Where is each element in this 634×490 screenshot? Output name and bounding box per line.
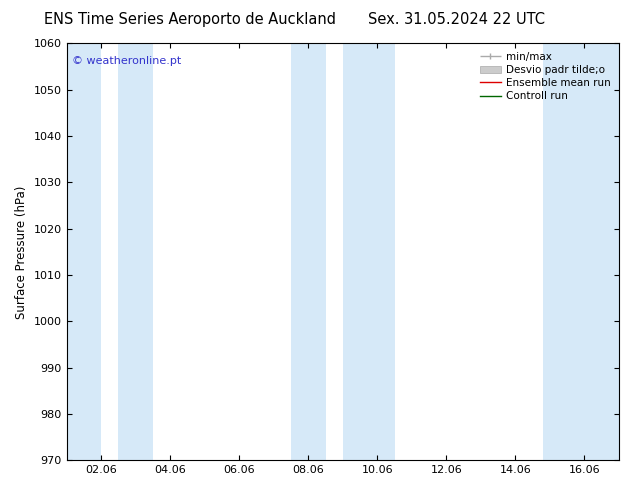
Text: Sex. 31.05.2024 22 UTC: Sex. 31.05.2024 22 UTC [368, 12, 545, 27]
Bar [291, 44, 325, 460]
Text: ENS Time Series Aeroporto de Auckland: ENS Time Series Aeroporto de Auckland [44, 12, 336, 27]
Legend: min/max, Desvio padr tilde;o, Ensemble mean run, Controll run: min/max, Desvio padr tilde;o, Ensemble m… [477, 49, 614, 104]
Y-axis label: Surface Pressure (hPa): Surface Pressure (hPa) [15, 185, 28, 318]
Bar [343, 44, 394, 460]
Bar [119, 44, 153, 460]
Bar [543, 44, 619, 460]
Bar [67, 44, 101, 460]
Text: © weatheronline.pt: © weatheronline.pt [72, 56, 181, 66]
